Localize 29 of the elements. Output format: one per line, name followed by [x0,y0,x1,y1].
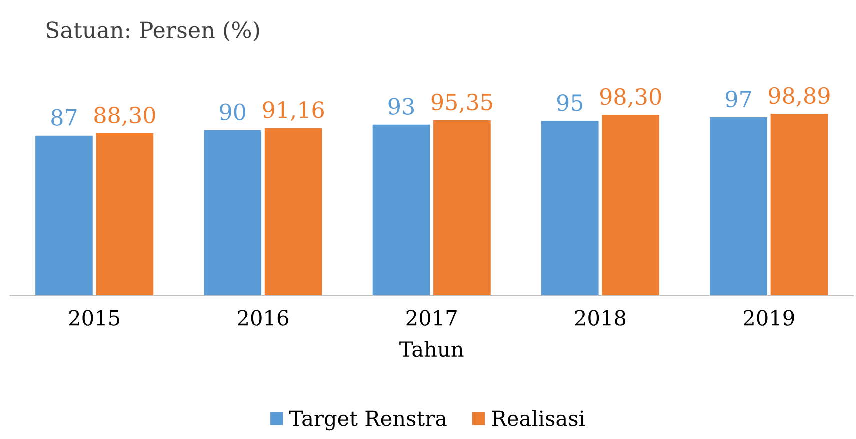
legend-label: Target Renstra [289,410,447,431]
bar [602,115,660,296]
data-label: 88,30 [94,106,156,126]
bar [541,121,599,296]
data-label: 95 [557,94,583,112]
x-tick-label: 2019 [744,310,794,326]
bar [204,130,262,296]
x-tick-label: 2018 [575,310,626,326]
bar [36,136,93,296]
data-label: 93 [388,98,414,115]
data-label: 91,16 [263,102,324,122]
bar [96,133,154,296]
bar [264,128,322,296]
data-label: 98,30 [600,88,662,108]
bar [434,120,491,296]
data-label: 90 [220,104,246,121]
bar [372,124,430,296]
data-label: 87 [52,109,77,126]
x-tick-label: 2016 [238,310,288,326]
x-axis-title: Tahun [400,341,464,358]
x-tick-label: 2017 [406,310,457,326]
data-label: 98,89 [769,87,830,107]
data-label: 97 [726,90,752,108]
legend-label: Realisasi [492,410,585,426]
chart-title: Satuan: Persen (%) [46,21,260,42]
bar [770,114,828,296]
bar [710,117,768,296]
data-label: 95,35 [432,94,492,114]
x-tick-label: 2015 [69,310,120,326]
